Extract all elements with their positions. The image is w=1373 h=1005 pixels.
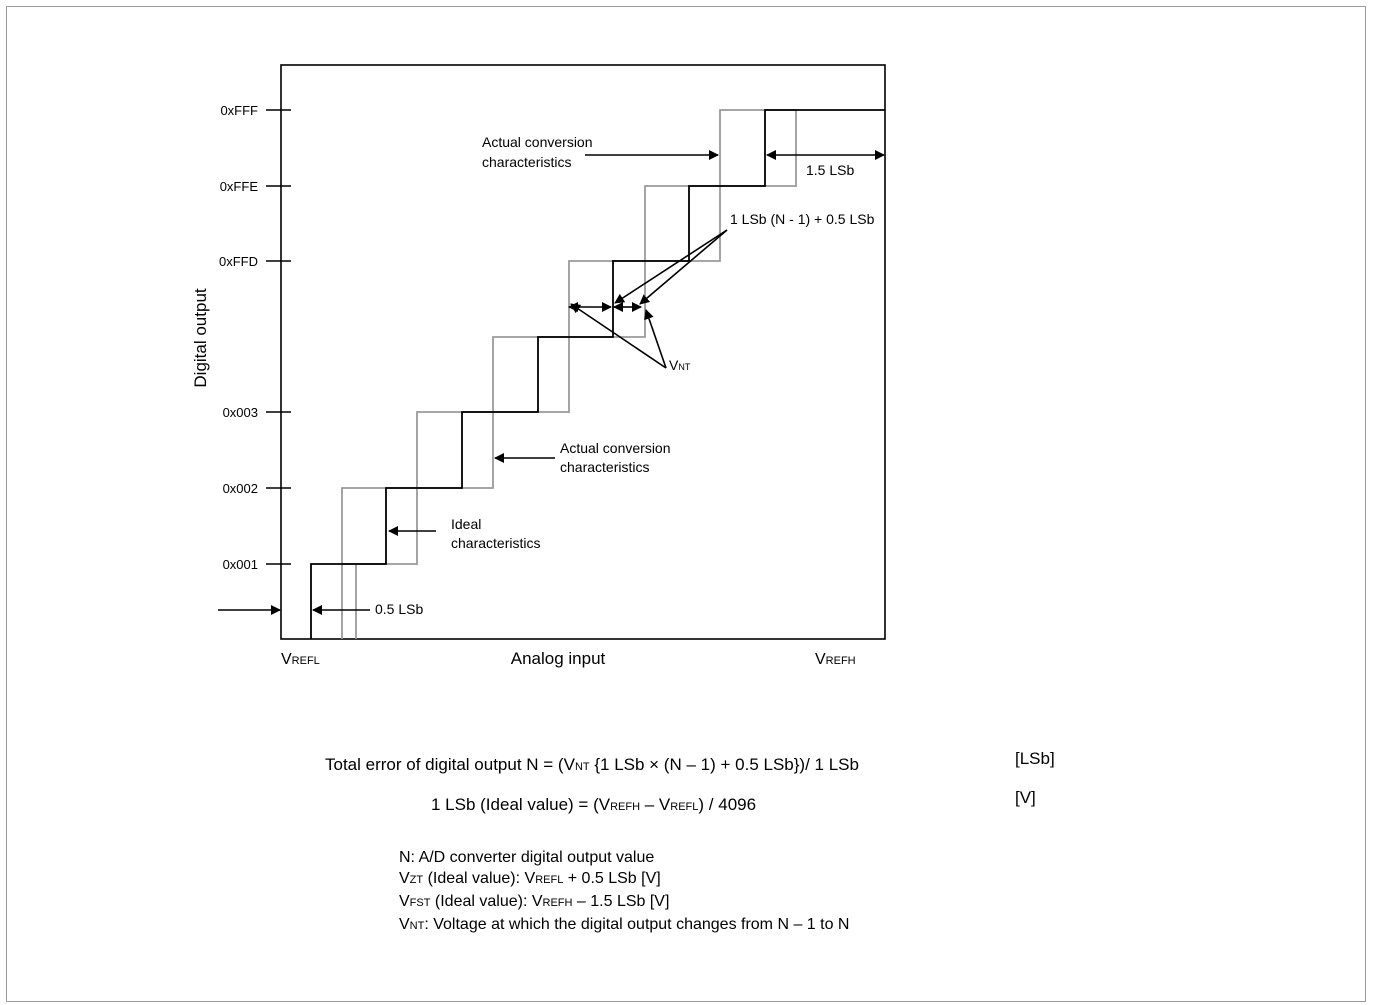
y-tick-label: 0xFFD <box>219 254 258 269</box>
y-tick-label: 0xFFF <box>220 103 258 118</box>
lsb-05-label: 0.5 LSb <box>375 601 423 617</box>
y-tick-label: 0x003 <box>223 405 258 420</box>
total-error-unit: [LSb] <box>1015 749 1055 768</box>
total-error-formula: Total error of digital output N = (VNT {… <box>325 755 859 774</box>
definition-vfst: VFST (Ideal value): VREFH – 1.5 LSb [V] <box>399 893 670 910</box>
one-lsb-unit: [V] <box>1015 788 1036 807</box>
x-left-label: VREFL <box>281 651 320 668</box>
vnt-label: VNT <box>669 357 691 373</box>
ideal-characteristics-curve <box>310 109 885 639</box>
actual-mid-label-line2: characteristics <box>560 459 649 475</box>
one-lsb-formula: 1 LSb (Ideal value) = (VREFH – VREFL) / … <box>431 795 757 814</box>
lsb-15-label: 1.5 LSb <box>806 162 854 178</box>
actual-mid-label-line1: Actual conversion <box>560 440 671 456</box>
definitions-list: N: A/D converter digital output value VZ… <box>399 847 849 937</box>
definition-vnt: VNT: Voltage at which the digital output… <box>399 916 850 933</box>
actual-characteristics-curves <box>341 109 797 639</box>
plot-box <box>280 64 886 640</box>
y-tick-label: 0x002 <box>223 481 258 496</box>
y-axis-ticks <box>266 109 291 565</box>
x-axis-title: Analog input <box>511 649 606 668</box>
y-tick-label: 0xFFE <box>220 179 259 194</box>
definition-vzt: VZT (Ideal value): VREFL + 0.5 LSb [V] <box>399 870 661 887</box>
actual-top-label-line2: characteristics <box>482 154 571 170</box>
x-right-label: VREFH <box>815 651 856 668</box>
actual-top-label-line1: Actual conversion <box>482 134 593 150</box>
lsb-formula-label: 1 LSb (N - 1) + 0.5 LSb <box>730 211 875 227</box>
definition-n: N: A/D converter digital output value <box>399 849 655 866</box>
y-axis-title: Digital output <box>191 288 210 388</box>
annotation-arrows <box>218 150 885 615</box>
figure-frame <box>6 6 1366 1002</box>
ideal-label-line1: Ideal <box>451 516 481 532</box>
y-tick-label: 0x001 <box>223 557 258 572</box>
ideal-label-line2: characteristics <box>451 535 540 551</box>
